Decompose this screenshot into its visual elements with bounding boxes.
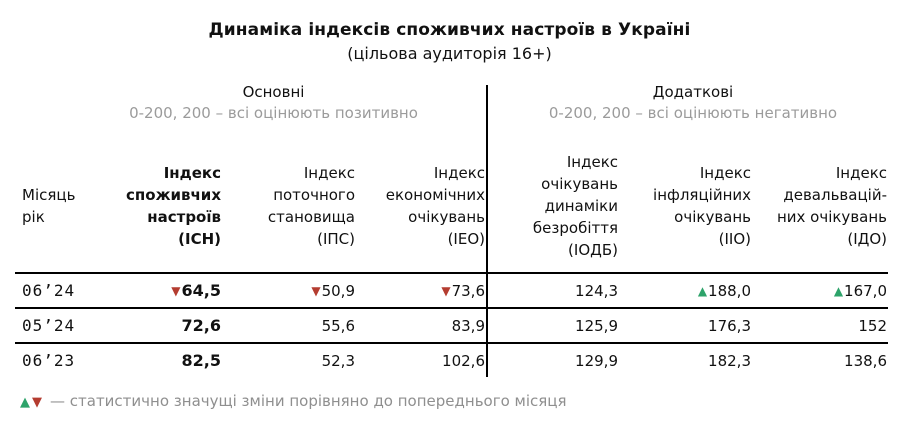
table-row: 05’24 72,6 55,6 83,9 125,9 176,3 152 [15,307,888,342]
section-main: Основні 0-200, 200 – всі оцінюють позити… [60,83,487,122]
table-header-row: Місяць рік Індекс споживчих настроїв (ІС… [15,140,888,272]
section-additional-scale-note: 0-200, 200 – всі оцінюють негативно [548,104,838,122]
value-cell-ieo: 83,9 [356,317,486,335]
legend-note: — статистично значущі зміни порівняно до… [20,392,567,410]
page-subtitle: (цільова аудиторія 16+) [347,44,552,63]
cell-value: 83,9 [451,316,485,335]
period-cell: 06’24 [22,281,76,300]
value-cell-ido: 167,0 [752,282,888,300]
value-cell-ich: 82,5 [90,351,222,370]
value-cell-iodb: 124,3 [486,282,619,300]
cell-value: 176,3 [708,316,751,335]
column-header-period: Місяць рік [22,186,76,226]
cell-value: 50,9 [321,281,355,300]
trend-down-icon [171,285,180,297]
column-header-ieo: Індекс економічних очікувань (ІЕО) [385,164,485,248]
value-cell-iio: 176,3 [619,317,752,335]
trend-down-icon [311,285,320,297]
period-cell: 05’24 [22,316,76,335]
value-cell-ieo: 102,6 [356,352,486,370]
table-row: 06’24 64,5 50,9 73,6 124,3 188,0 167,0 [15,272,888,307]
cell-value: 64,5 [181,281,221,300]
trend-up-icon [698,285,707,297]
period-cell: 06’23 [22,351,76,370]
cell-value: 72,6 [181,316,221,335]
value-cell-ido: 152 [752,317,888,335]
indices-table: Місяць рік Індекс споживчих настроїв (ІС… [15,140,888,377]
value-cell-iodb: 125,9 [486,317,619,335]
cell-value: 124,3 [575,281,618,300]
cell-value: 188,0 [708,281,751,300]
section-main-scale-note: 0-200, 200 – всі оцінюють позитивно [129,104,418,122]
cell-value: 138,6 [844,351,887,370]
column-header-ich: Індекс споживчих настроїв (ІСН) [126,164,221,248]
trend-up-icon [834,285,843,297]
column-header-iodb: Індекс очікувань динаміки безробіття (ІО… [532,153,618,259]
column-header-ido: Індекс девальвацій- них очікувань (ІДО) [776,164,887,248]
section-additional: Додаткові 0-200, 200 – всі оцінюють нега… [487,83,899,122]
value-cell-ips: 52,3 [222,352,356,370]
legend-note-text: — статистично значущі зміни порівняно до… [50,392,567,410]
cell-value: 102,6 [442,351,485,370]
cell-value: 82,5 [181,351,221,370]
value-cell-ich: 72,6 [90,316,222,335]
section-main-label: Основні [242,83,305,101]
section-additional-label: Додаткові [652,83,734,101]
value-cell-iio: 188,0 [619,282,752,300]
page-title: Динаміка індексів споживчих настроїв в У… [208,20,691,40]
cell-value: 55,6 [321,316,355,335]
cell-value: 182,3 [708,351,751,370]
value-cell-iodb: 129,9 [486,352,619,370]
down-triangle-icon [32,396,42,409]
column-header-iio: Індекс інфляційних очікувань (ІІО) [653,164,751,248]
cell-value: 73,6 [451,281,485,300]
trend-down-icon [441,285,450,297]
cell-value: 129,9 [575,351,618,370]
cell-value: 152 [858,316,887,335]
value-cell-iio: 182,3 [619,352,752,370]
table-row: 06’23 82,5 52,3 102,6 129,9 182,3 138,6 [15,342,888,377]
value-cell-ips: 55,6 [222,317,356,335]
column-header-ips: Індекс поточного становища (ІПС) [267,164,355,248]
value-cell-ips: 50,9 [222,282,356,300]
value-cell-ido: 138,6 [752,352,888,370]
cell-value: 167,0 [844,281,887,300]
cell-value: 52,3 [321,351,355,370]
up-triangle-icon [20,396,30,409]
section-divider-line [486,85,488,377]
value-cell-ich: 64,5 [90,281,222,300]
cell-value: 125,9 [575,316,618,335]
value-cell-ieo: 73,6 [356,282,486,300]
